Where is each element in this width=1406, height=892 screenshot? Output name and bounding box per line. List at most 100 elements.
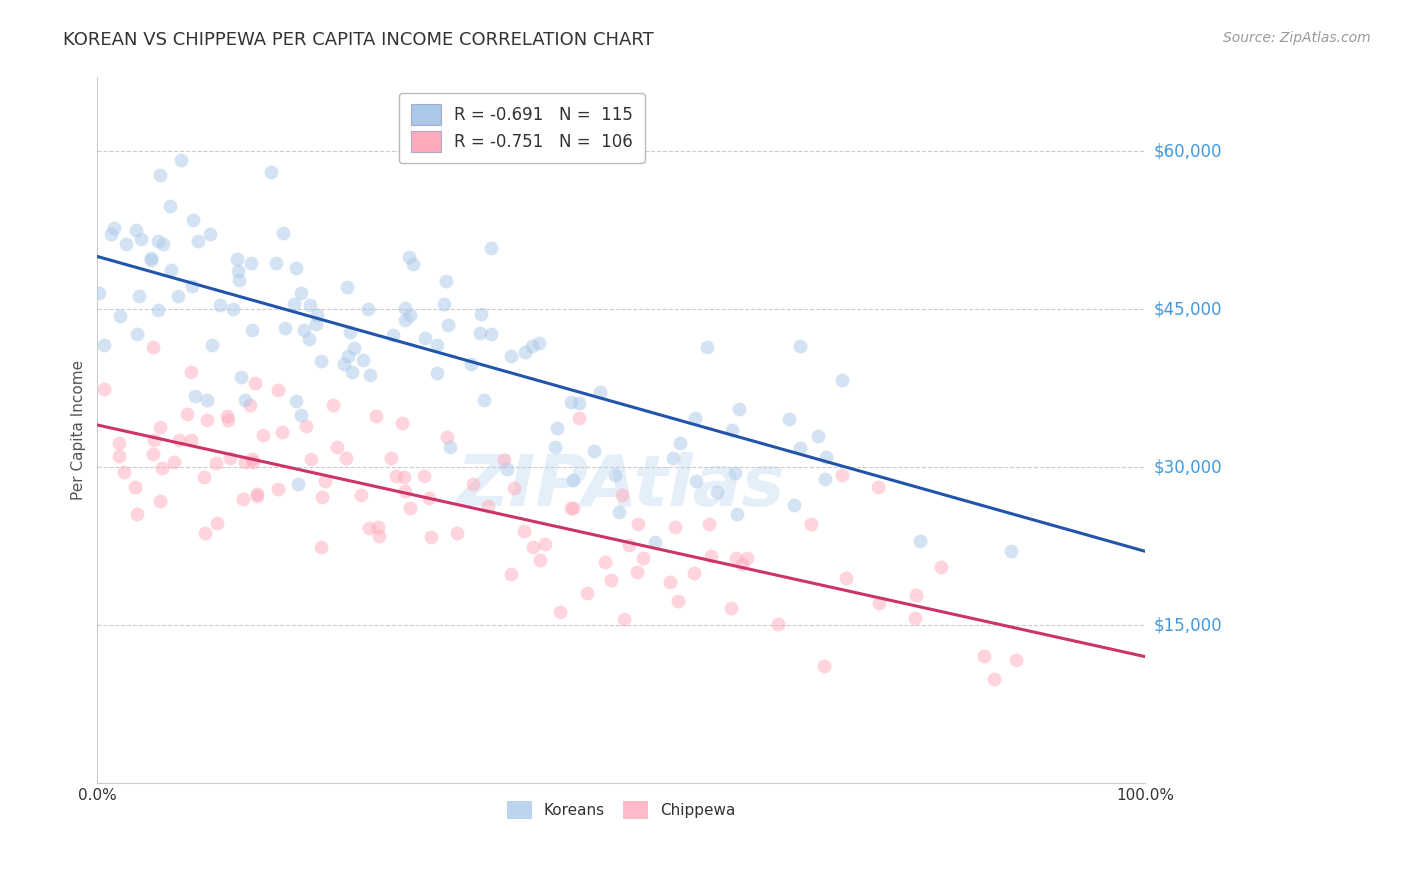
Point: [180, 279, 202, 293]
Point: [904, 611, 927, 625]
Point: [685, 474, 707, 488]
Point: [233, 455, 256, 469]
Point: [720, 423, 742, 437]
Point: [322, 398, 344, 412]
Point: [766, 617, 789, 632]
Point: [479, 241, 502, 255]
Point: [333, 357, 356, 371]
Point: [394, 301, 416, 315]
Point: [343, 341, 366, 355]
Point: [139, 252, 162, 267]
Point: [93, 382, 115, 396]
Point: [562, 473, 585, 487]
Point: [342, 365, 364, 379]
Point: [141, 251, 163, 265]
Point: [664, 520, 686, 534]
Point: [831, 467, 853, 482]
Point: [392, 469, 415, 483]
Point: [728, 401, 751, 416]
Point: [789, 339, 811, 353]
Point: [124, 223, 146, 237]
Point: [283, 297, 305, 311]
Text: ZIPAtlas: ZIPAtlas: [457, 452, 786, 521]
Point: [240, 451, 263, 466]
Point: [724, 551, 747, 566]
Point: [180, 365, 202, 379]
Point: [501, 349, 523, 363]
Text: $60,000: $60,000: [1154, 142, 1222, 161]
Point: [529, 335, 551, 350]
Point: [426, 338, 449, 352]
Point: [394, 313, 416, 327]
Point: [233, 393, 256, 408]
Point: [583, 444, 606, 458]
Point: [149, 168, 172, 182]
Point: [309, 540, 332, 554]
Point: [1005, 653, 1028, 667]
Point: [560, 500, 582, 515]
Point: [180, 433, 202, 447]
Point: [685, 410, 707, 425]
Point: [789, 441, 811, 455]
Point: [195, 392, 218, 407]
Point: [207, 516, 229, 530]
Point: [142, 340, 165, 354]
Point: [568, 395, 591, 409]
Point: [412, 469, 434, 483]
Point: [299, 451, 322, 466]
Point: [307, 308, 329, 322]
Point: [339, 326, 361, 340]
Point: [605, 467, 627, 482]
Point: [359, 521, 381, 535]
Point: [309, 353, 332, 368]
Point: [380, 451, 402, 466]
Point: [599, 574, 621, 588]
Point: [205, 456, 228, 470]
Point: [394, 483, 416, 498]
Point: [520, 339, 543, 353]
Point: [534, 537, 557, 551]
Point: [644, 535, 666, 549]
Point: [983, 672, 1005, 686]
Point: [434, 274, 457, 288]
Point: [217, 409, 239, 424]
Point: [472, 393, 495, 408]
Point: [87, 285, 110, 300]
Point: [176, 407, 198, 421]
Point: [391, 417, 413, 431]
Point: [720, 601, 742, 615]
Point: [544, 440, 567, 454]
Point: [305, 317, 328, 331]
Point: [814, 450, 837, 464]
Point: [814, 472, 837, 486]
Point: [627, 516, 650, 531]
Point: [314, 474, 336, 488]
Point: [219, 450, 242, 465]
Point: [782, 498, 804, 512]
Point: [568, 410, 591, 425]
Text: $45,000: $45,000: [1154, 300, 1222, 318]
Point: [125, 508, 148, 522]
Y-axis label: Per Capita Income: Per Capita Income: [72, 360, 86, 500]
Point: [128, 289, 150, 303]
Point: [503, 482, 526, 496]
Point: [402, 257, 425, 271]
Point: [290, 409, 312, 423]
Point: [271, 227, 294, 241]
Point: [439, 440, 461, 454]
Point: [904, 588, 927, 602]
Point: [232, 492, 254, 507]
Point: [426, 366, 449, 380]
Point: [194, 525, 217, 540]
Text: Source: ZipAtlas.com: Source: ZipAtlas.com: [1223, 31, 1371, 45]
Point: [367, 520, 389, 534]
Point: [499, 566, 522, 581]
Point: [778, 412, 800, 426]
Point: [631, 550, 654, 565]
Point: [127, 326, 149, 341]
Point: [724, 466, 747, 480]
Point: [226, 252, 249, 267]
Point: [167, 289, 190, 303]
Point: [181, 213, 204, 227]
Point: [461, 476, 484, 491]
